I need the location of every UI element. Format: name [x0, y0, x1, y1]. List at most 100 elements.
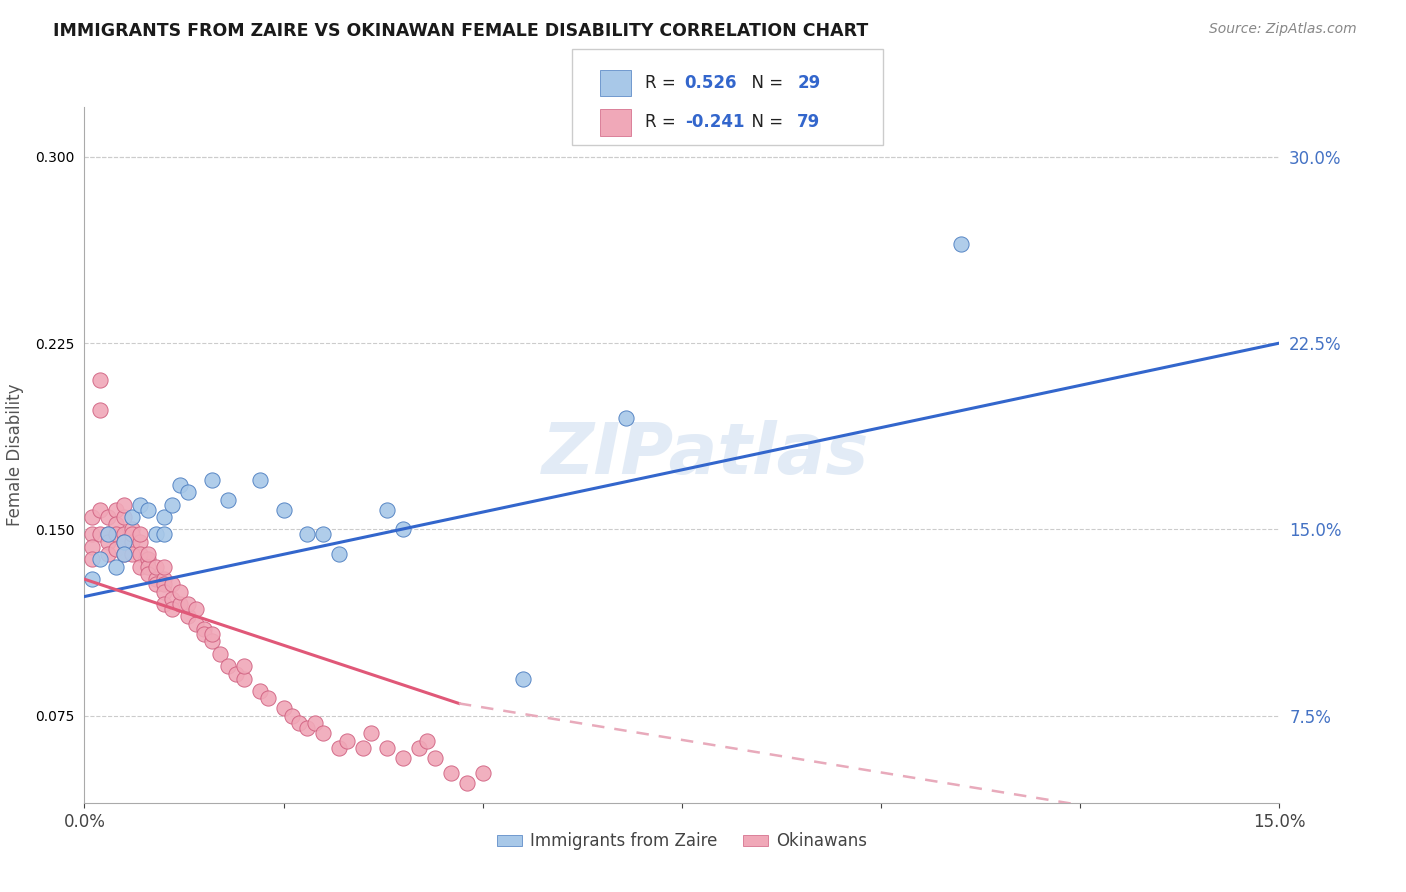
Point	[169, 584, 191, 599]
Point	[82, 552, 104, 566]
Point	[232, 672, 254, 686]
Point	[201, 634, 224, 648]
Text: IMMIGRANTS FROM ZAIRE VS OKINAWAN FEMALE DISABILITY CORRELATION CHART: IMMIGRANTS FROM ZAIRE VS OKINAWAN FEMALE…	[53, 22, 869, 40]
Point	[112, 534, 135, 549]
Point	[512, 672, 534, 686]
Point	[949, 236, 972, 251]
Point	[136, 559, 159, 574]
Point	[105, 559, 128, 574]
Point	[153, 572, 176, 586]
Point	[105, 542, 128, 557]
Point	[249, 684, 271, 698]
Point	[273, 701, 295, 715]
Point	[82, 510, 104, 524]
Point	[89, 552, 111, 566]
Point	[184, 616, 207, 631]
Point	[112, 547, 135, 561]
Point	[121, 547, 143, 561]
Text: Source: ZipAtlas.com: Source: ZipAtlas.com	[1209, 22, 1357, 37]
Text: 29: 29	[797, 74, 821, 92]
Point	[201, 627, 224, 641]
Point	[177, 485, 200, 500]
Point	[312, 726, 335, 740]
Point	[97, 547, 120, 561]
Point	[273, 502, 295, 516]
Point	[97, 534, 120, 549]
Point	[89, 502, 111, 516]
Point	[153, 584, 176, 599]
Point	[288, 716, 311, 731]
Point	[256, 691, 278, 706]
Point	[136, 547, 159, 561]
Point	[145, 577, 167, 591]
Text: R =: R =	[645, 74, 682, 92]
Point	[297, 527, 319, 541]
Point	[136, 567, 159, 582]
Point	[440, 766, 463, 780]
Point	[129, 534, 152, 549]
Point	[129, 547, 152, 561]
Text: N =: N =	[741, 113, 789, 131]
Point	[136, 552, 159, 566]
Point	[160, 592, 183, 607]
Point	[89, 373, 111, 387]
Point	[112, 510, 135, 524]
Point	[129, 527, 152, 541]
Point	[97, 510, 120, 524]
Point	[121, 534, 143, 549]
Point	[89, 403, 111, 417]
Text: N =: N =	[741, 74, 789, 92]
Point	[112, 527, 135, 541]
Point	[160, 602, 183, 616]
Point	[105, 527, 128, 541]
Point	[392, 523, 415, 537]
Point	[105, 502, 128, 516]
Text: ZIPatlas: ZIPatlas	[543, 420, 869, 490]
Point	[423, 751, 446, 765]
Point	[408, 741, 430, 756]
Point	[328, 741, 350, 756]
Point	[456, 776, 478, 790]
Legend: Immigrants from Zaire, Okinawans: Immigrants from Zaire, Okinawans	[491, 826, 873, 857]
Point	[129, 559, 152, 574]
Point	[201, 473, 224, 487]
Point	[145, 572, 167, 586]
Point	[97, 527, 120, 541]
Point	[169, 597, 191, 611]
Point	[153, 577, 176, 591]
Point	[375, 741, 398, 756]
Point	[614, 410, 637, 425]
Point	[225, 666, 247, 681]
Point	[82, 572, 104, 586]
Point	[153, 597, 176, 611]
Text: 79: 79	[797, 113, 821, 131]
Point	[112, 498, 135, 512]
Point	[121, 510, 143, 524]
Point	[129, 498, 152, 512]
Text: -0.241: -0.241	[685, 113, 744, 131]
Point	[471, 766, 494, 780]
Point	[112, 534, 135, 549]
Point	[312, 527, 335, 541]
Point	[184, 602, 207, 616]
Point	[105, 517, 128, 532]
Point	[208, 647, 231, 661]
Point	[89, 527, 111, 541]
Point	[153, 559, 176, 574]
Point	[217, 659, 239, 673]
Point	[193, 627, 215, 641]
Point	[153, 527, 176, 541]
Point	[177, 609, 200, 624]
Point	[416, 733, 439, 747]
Point	[112, 547, 135, 561]
Point	[392, 751, 415, 765]
Point	[121, 523, 143, 537]
Text: R =: R =	[645, 113, 682, 131]
Point	[328, 547, 350, 561]
Point	[136, 502, 159, 516]
Point	[160, 498, 183, 512]
Point	[249, 473, 271, 487]
Point	[360, 726, 382, 740]
Point	[352, 741, 374, 756]
Point	[193, 622, 215, 636]
